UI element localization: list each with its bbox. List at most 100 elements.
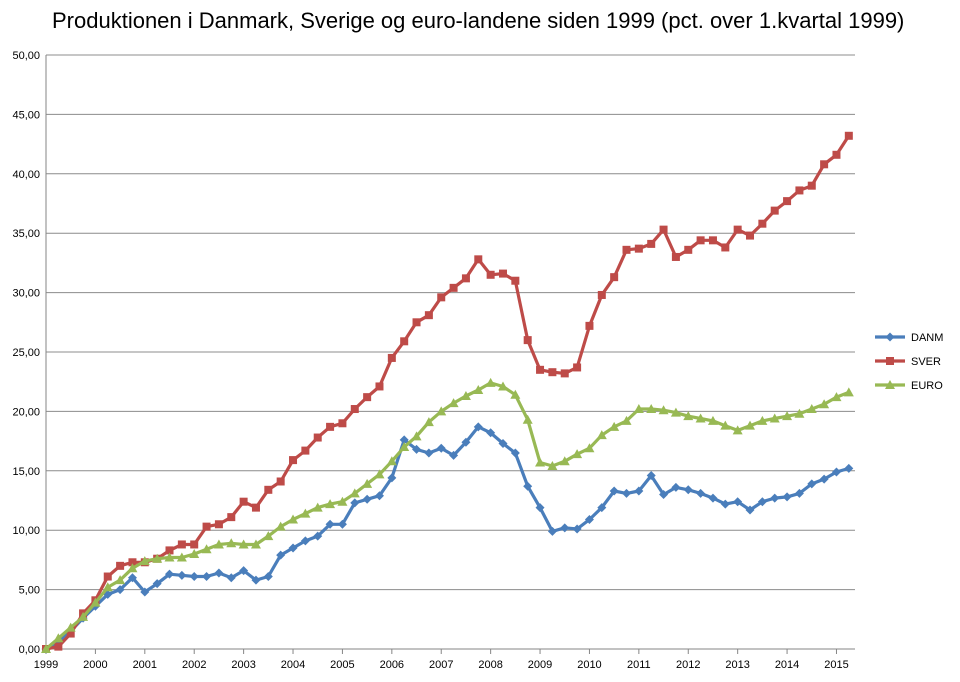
- data-point: [683, 411, 694, 421]
- data-point: [276, 550, 286, 560]
- data-point: [720, 420, 731, 430]
- x-tick-label: 2005: [330, 659, 354, 671]
- data-point: [312, 502, 323, 512]
- data-point: [584, 515, 594, 525]
- data-point: [363, 393, 372, 402]
- data-point: [806, 404, 817, 414]
- data-point: [523, 336, 532, 345]
- data-point: [794, 488, 804, 498]
- y-tick-label: 5,00: [19, 585, 40, 597]
- data-point: [436, 443, 446, 453]
- data-point: [375, 382, 384, 391]
- data-point: [573, 363, 582, 372]
- data-point: [485, 377, 496, 387]
- data-point: [559, 456, 570, 466]
- data-point: [251, 575, 261, 585]
- data-point: [250, 539, 261, 549]
- y-tick-label: 30,00: [12, 288, 40, 300]
- y-tick-label: 25,00: [12, 347, 40, 359]
- data-point: [238, 539, 249, 549]
- data-point: [387, 473, 397, 483]
- x-tick-label: 2009: [528, 659, 552, 671]
- data-point: [165, 546, 174, 555]
- data-point: [461, 274, 470, 283]
- data-point: [214, 520, 223, 529]
- x-tick-label: 2010: [577, 659, 601, 671]
- data-point: [448, 398, 459, 408]
- data-point: [647, 239, 656, 248]
- data-point: [769, 413, 780, 423]
- data-point: [152, 579, 162, 589]
- data-point: [412, 444, 422, 454]
- y-tick-label: 45,00: [12, 109, 40, 121]
- data-point: [177, 540, 186, 549]
- series-sver: [42, 131, 853, 653]
- data-point: [239, 497, 248, 506]
- x-tick-label: 2013: [725, 659, 749, 671]
- data-point: [695, 413, 706, 423]
- data-point: [671, 482, 681, 492]
- series-danm: [41, 422, 854, 654]
- data-point: [671, 252, 680, 261]
- data-point: [707, 415, 718, 425]
- series-line: [44, 134, 851, 651]
- data-point: [276, 477, 285, 486]
- data-point: [289, 456, 298, 465]
- x-tick-label: 2015: [824, 659, 848, 671]
- x-tick-label: 2000: [83, 659, 107, 671]
- data-point: [473, 422, 483, 432]
- data-point: [127, 573, 137, 583]
- data-point: [301, 446, 310, 455]
- data-point: [264, 485, 273, 494]
- legend: DANM SVER EURO: [875, 332, 943, 392]
- data-point: [202, 522, 211, 531]
- data-point: [288, 543, 298, 553]
- data-point: [374, 491, 384, 501]
- data-point: [449, 283, 458, 292]
- data-point: [226, 538, 237, 548]
- data-point: [337, 519, 347, 529]
- data-point: [696, 488, 706, 498]
- y-tick-label: 20,00: [12, 406, 40, 418]
- data-point: [226, 573, 236, 583]
- chart-title: Produktionen i Danmark, Sverige og euro-…: [52, 8, 905, 33]
- x-tick-label: 2008: [478, 659, 502, 671]
- data-point: [547, 461, 558, 471]
- data-point: [400, 337, 409, 346]
- data-point: [523, 481, 533, 491]
- data-point: [498, 269, 507, 278]
- data-point: [54, 642, 63, 651]
- x-tick-label: 2007: [429, 659, 453, 671]
- axes: 0,00 5,00 10,00 15,00 20,00 25,00 30,00 35,00 40…: [12, 50, 855, 671]
- data-point: [399, 442, 410, 452]
- data-point: [745, 505, 755, 515]
- data-point: [584, 443, 595, 453]
- data-point: [338, 419, 347, 428]
- data-point: [423, 417, 434, 427]
- data-point: [634, 244, 643, 253]
- data-point: [411, 431, 422, 441]
- data-point: [886, 357, 894, 365]
- data-point: [300, 536, 310, 546]
- data-point: [313, 531, 323, 541]
- series-layer: [41, 131, 854, 654]
- data-point: [53, 633, 64, 643]
- data-point: [819, 399, 830, 409]
- data-point: [325, 499, 336, 509]
- data-point: [436, 406, 447, 416]
- data-point: [165, 569, 175, 579]
- y-tick-label: 50,00: [12, 50, 40, 62]
- series-line: [44, 381, 851, 651]
- series-euro: [41, 377, 854, 653]
- data-point: [313, 433, 322, 442]
- data-point: [732, 425, 743, 435]
- data-point: [350, 405, 359, 414]
- data-point: [189, 572, 199, 582]
- data-point: [201, 544, 212, 554]
- x-tick-label: 2011: [627, 659, 651, 671]
- data-point: [658, 405, 669, 415]
- data-point: [362, 494, 372, 504]
- data-point: [362, 478, 373, 488]
- data-point: [819, 474, 829, 484]
